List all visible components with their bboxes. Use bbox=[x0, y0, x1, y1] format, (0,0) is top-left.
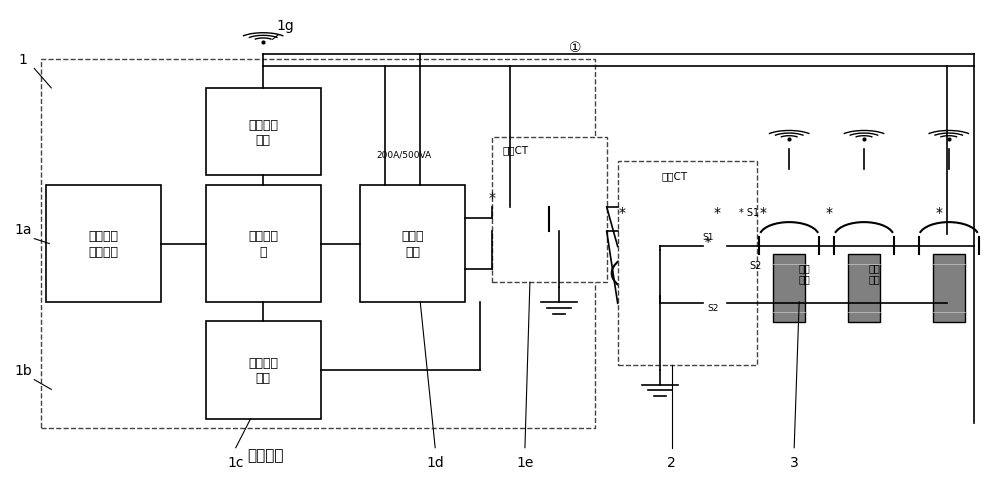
Text: 采集
终端: 采集 终端 bbox=[868, 263, 880, 284]
Text: 1e: 1e bbox=[516, 455, 534, 469]
Text: S2: S2 bbox=[707, 303, 719, 312]
Bar bbox=[206, 89, 320, 176]
Text: 1b: 1b bbox=[14, 363, 32, 377]
Bar bbox=[41, 60, 595, 428]
Text: 采集
终端: 采集 终端 bbox=[798, 263, 810, 284]
Text: *: * bbox=[935, 205, 942, 220]
Text: *: * bbox=[826, 205, 833, 220]
Text: 被测CT: 被测CT bbox=[661, 171, 688, 181]
Text: 交流电
流源: 交流电 流源 bbox=[401, 230, 424, 258]
Text: S2: S2 bbox=[749, 261, 762, 271]
Text: 第一人机
交互模块: 第一人机 交互模块 bbox=[89, 230, 119, 258]
Text: 1: 1 bbox=[19, 53, 28, 66]
Bar bbox=[206, 186, 320, 302]
Bar bbox=[933, 255, 965, 323]
Text: 管理机模
块: 管理机模 块 bbox=[248, 230, 278, 258]
Text: 无线收发
模块: 无线收发 模块 bbox=[248, 119, 278, 146]
Bar bbox=[46, 186, 161, 302]
Text: *: * bbox=[489, 191, 496, 205]
Text: * S1: * S1 bbox=[739, 207, 759, 218]
Text: *: * bbox=[618, 205, 625, 220]
Text: 1d: 1d bbox=[426, 455, 444, 469]
Text: ①: ① bbox=[569, 41, 581, 55]
Text: 采集录波
模块: 采集录波 模块 bbox=[248, 356, 278, 384]
Text: 1a: 1a bbox=[15, 223, 32, 236]
Bar bbox=[360, 186, 465, 302]
Text: 内部CT: 内部CT bbox=[503, 144, 529, 154]
Text: S1: S1 bbox=[702, 233, 714, 242]
Bar bbox=[492, 137, 607, 283]
Bar bbox=[206, 322, 320, 419]
Text: *: * bbox=[760, 205, 767, 220]
Bar bbox=[618, 162, 757, 366]
Text: 200A/500VA: 200A/500VA bbox=[376, 150, 431, 159]
Text: 1c: 1c bbox=[227, 455, 244, 469]
Text: 校验主机: 校验主机 bbox=[247, 447, 284, 463]
Bar bbox=[773, 255, 805, 323]
Text: *: * bbox=[714, 205, 721, 220]
Text: 3: 3 bbox=[790, 455, 799, 469]
Bar bbox=[848, 255, 880, 323]
Text: 1g: 1g bbox=[277, 19, 294, 33]
Text: *: * bbox=[704, 236, 711, 248]
Text: 2: 2 bbox=[667, 455, 676, 469]
